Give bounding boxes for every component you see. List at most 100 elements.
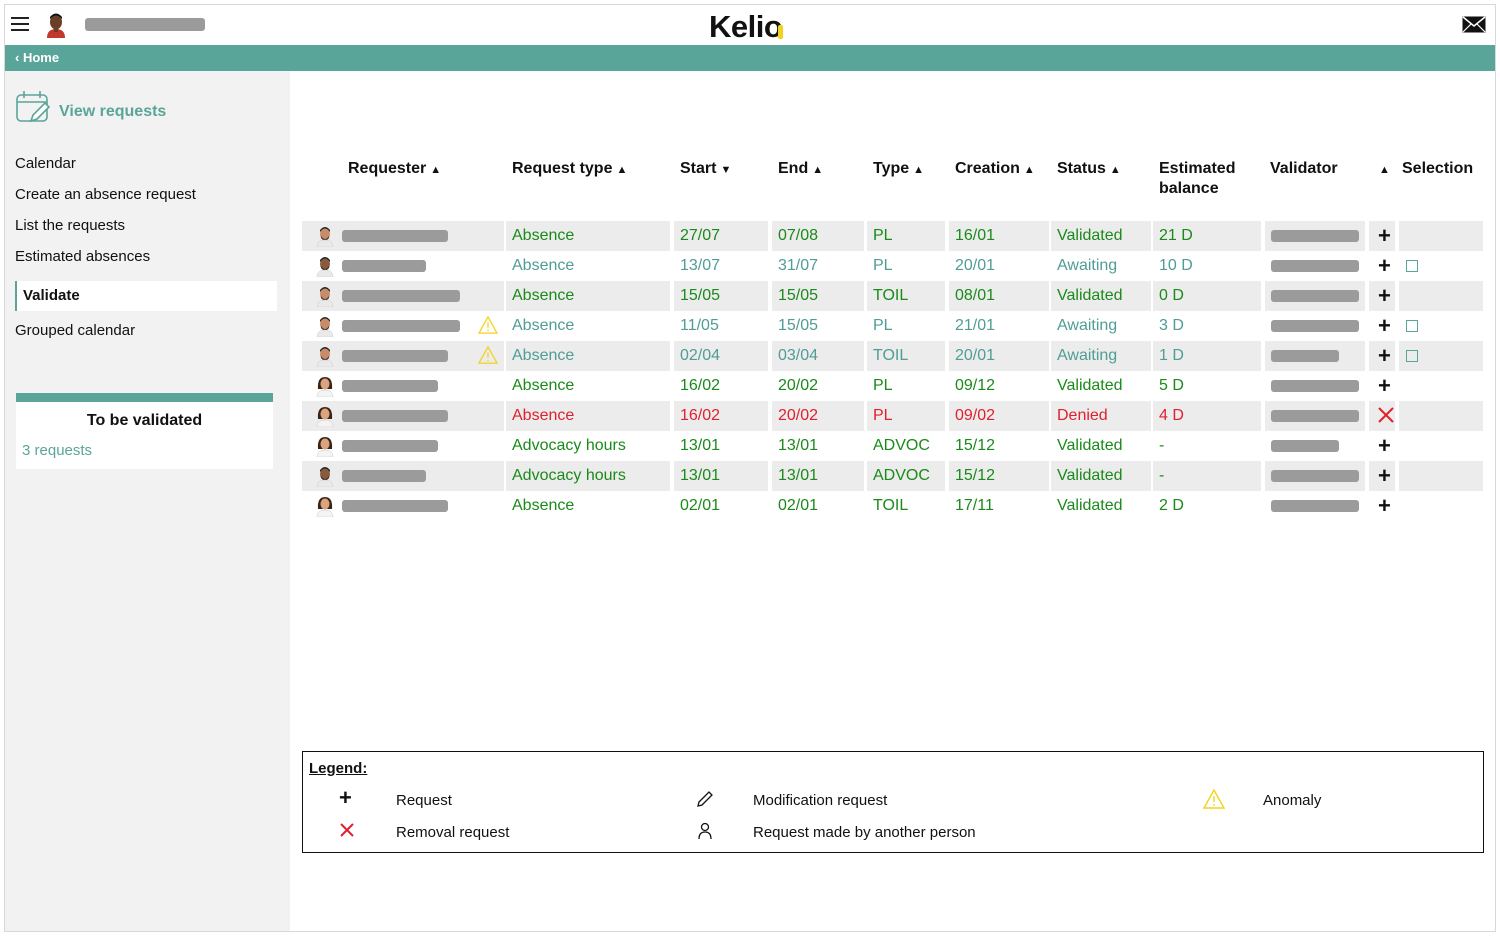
sidebar-item-grouped-calendar[interactable]: Grouped calendar [15, 322, 136, 339]
table-row[interactable]: Absence 13/07 31/07 PL 20/01 Awaiting 10 D + [302, 251, 1483, 281]
kelio-logo: Kelio [709, 9, 783, 44]
warning-icon [1203, 789, 1225, 809]
cell-creation: 21/01 [955, 317, 996, 334]
table-row[interactable]: Advocacy hours 13/01 13/01 ADVOC 15/12 Valida… [302, 461, 1483, 491]
sidebar-item-calendar[interactable]: Calendar [15, 155, 76, 172]
cell-action [1369, 221, 1395, 251]
cell-requester [302, 461, 504, 491]
col-start-label: Start [680, 160, 717, 177]
cell-selection [1399, 341, 1483, 371]
cell-request-type: Absence [506, 281, 670, 311]
selection-checkbox[interactable] [1406, 320, 1418, 332]
plus-icon[interactable]: + [1378, 343, 1391, 368]
col-type[interactable]: Type ▲ [873, 159, 924, 180]
cell-status: Validated [1051, 221, 1151, 251]
col-request-type[interactable]: Request type ▲ [512, 159, 627, 180]
cell-start: 13/01 [674, 461, 768, 491]
cell-end: 31/07 [778, 257, 819, 274]
legend-request: Request [396, 792, 452, 809]
col-creation[interactable]: Creation ▲ [955, 159, 1035, 180]
validator-name-redacted [1271, 410, 1359, 422]
col-requester-label: Requester [348, 160, 427, 177]
sort-up-icon: ▲ [1379, 164, 1390, 176]
cell-status: Validated [1057, 497, 1123, 514]
cell-request-type: Advocacy hours [512, 437, 626, 454]
legend-request-other: Request made by another person [753, 824, 976, 841]
requester-name-redacted [342, 230, 448, 242]
requester-name-redacted [342, 350, 448, 362]
menu-icon[interactable] [11, 17, 29, 31]
col-end[interactable]: End ▲ [778, 159, 823, 180]
cell-end: 03/04 [772, 341, 864, 371]
cell-action [1369, 401, 1395, 431]
table-row[interactable]: Absence 16/02 20/02 PL 09/12 Validated 5 D + [302, 371, 1483, 401]
plus-icon[interactable]: + [1378, 463, 1391, 488]
col-start[interactable]: Start ▼ [680, 159, 731, 180]
col-estimated-balance[interactable]: Estimated balance [1159, 159, 1235, 199]
col-balance-label-1: Estimated [1159, 160, 1236, 177]
avatar [316, 257, 334, 277]
top-bar: Kelio [5, 5, 1495, 45]
table-row[interactable]: Absence 11/05 15/05 PL 21/01 Awaiting 3 D + [302, 311, 1483, 341]
table-row[interactable]: Advocacy hours 13/01 13/01 ADVOC 15/12 Valida… [302, 431, 1483, 461]
cell-selection [1399, 281, 1483, 311]
col-validator[interactable]: Validator [1270, 159, 1338, 179]
selection-checkbox[interactable] [1406, 260, 1418, 272]
logo-accent [778, 25, 783, 39]
avatar [316, 467, 334, 487]
sidebar-item-estimated-absences[interactable]: Estimated absences [15, 248, 151, 265]
to-be-validated-count[interactable]: 3 requests [22, 442, 93, 459]
breadcrumb-home[interactable]: ‹ Home [15, 50, 60, 65]
plus-icon[interactable]: + [1378, 253, 1391, 278]
plus-icon[interactable]: + [1378, 223, 1391, 248]
col-selection[interactable]: Selection [1402, 159, 1473, 179]
breadcrumb-label: Home [22, 50, 60, 65]
sort-up-icon: ▲ [1109, 164, 1121, 176]
validator-name-redacted [1271, 320, 1359, 332]
mail-icon[interactable] [1462, 16, 1486, 33]
requester-name-redacted [342, 380, 438, 392]
cell-type: TOIL [867, 341, 945, 371]
table-body: Absence 27/07 07/08 PL 16/01 Validated 21 D + … [302, 221, 1487, 521]
plus-icon[interactable]: + [1378, 283, 1391, 308]
sort-down-icon: ▼ [720, 164, 732, 176]
cell-selection [1399, 461, 1483, 491]
col-type-label: Type [873, 160, 910, 177]
table-row[interactable]: Absence 02/04 03/04 TOIL 20/01 Awaiting 1 D + [302, 341, 1483, 371]
plus-icon[interactable]: + [1378, 373, 1391, 398]
cell-action [1369, 281, 1395, 311]
cell-requester [302, 491, 504, 521]
sidebar-item-list-requests[interactable]: List the requests [15, 217, 126, 234]
warning-icon [478, 346, 498, 364]
sidebar-item-validate[interactable]: Validate [15, 281, 277, 311]
cell-validator [1265, 221, 1365, 251]
plus-icon[interactable]: + [1378, 493, 1391, 518]
col-requester[interactable]: Requester ▲ [348, 159, 441, 180]
selection-checkbox[interactable] [1406, 350, 1418, 362]
cell-end: 07/08 [772, 221, 864, 251]
plus-icon[interactable]: + [1378, 433, 1391, 458]
col-status[interactable]: Status ▲ [1057, 159, 1121, 180]
cross-icon[interactable] [1376, 405, 1396, 425]
avatar [316, 437, 334, 457]
requester-name-redacted [342, 320, 460, 332]
table-row[interactable]: Absence 02/01 02/01 TOIL 17/11 Validated 2 D + [302, 491, 1483, 521]
view-requests-link[interactable]: View requests [15, 89, 166, 125]
cell-end: 13/01 [772, 461, 864, 491]
cell-type: TOIL [873, 497, 909, 514]
plus-icon[interactable]: + [1378, 313, 1391, 338]
cell-status: Validated [1051, 281, 1151, 311]
sidebar-item-create-absence[interactable]: Create an absence request [15, 186, 196, 203]
cell-type: PL [873, 377, 893, 394]
col-end-label: End [778, 160, 809, 177]
col-action-sort[interactable]: ▲ [1375, 159, 1390, 180]
cell-type: TOIL [867, 281, 945, 311]
sort-up-icon: ▲ [616, 164, 628, 176]
user-avatar[interactable] [45, 12, 67, 38]
table-row[interactable]: Absence 15/05 15/05 TOIL 08/01 Validated 0 D + [302, 281, 1483, 311]
table-row[interactable]: Absence 27/07 07/08 PL 16/01 Validated 21 D + [302, 221, 1483, 251]
avatar [316, 497, 334, 517]
cell-request-type: Absence [506, 341, 670, 371]
cell-validator [1265, 401, 1365, 431]
table-row[interactable]: Absence 16/02 20/02 PL 09/02 Denied 4 D [302, 401, 1483, 431]
